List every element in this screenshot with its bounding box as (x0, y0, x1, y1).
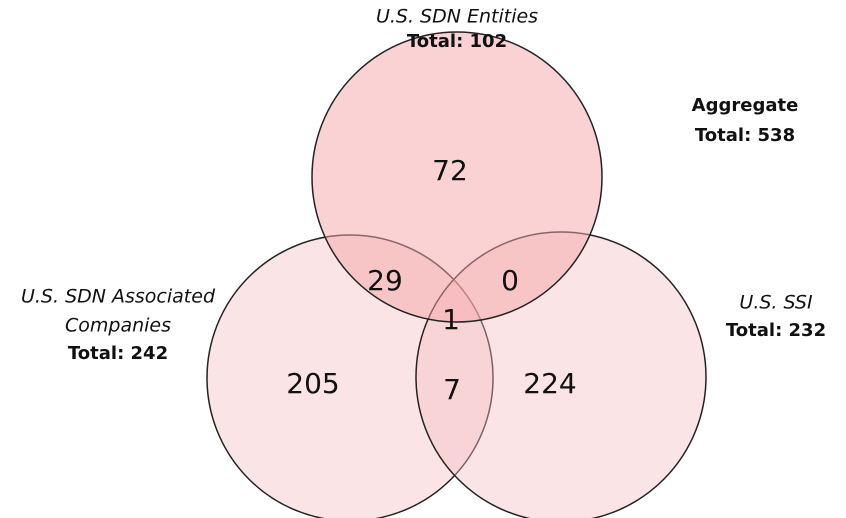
region-count: 1 (442, 303, 460, 336)
region-count: 205 (286, 367, 339, 400)
region-count: 224 (523, 367, 576, 400)
set-label: U.S. SDN Entities (376, 6, 538, 28)
region-count: 7 (443, 373, 461, 406)
set-total: Total: 242 (68, 343, 168, 364)
circle-entities (311, 31, 603, 323)
region-count: 29 (367, 264, 403, 297)
set-total: Total: 232 (726, 320, 826, 341)
region-count: 0 (501, 264, 519, 297)
region-count: 72 (432, 154, 468, 187)
aggregate-total: Total: 538 (695, 125, 795, 146)
aggregate-title: Aggregate (692, 95, 799, 116)
set-label: U.S. SDN Associated (21, 286, 216, 308)
set-total: Total: 102 (407, 31, 507, 52)
set-label: Companies (65, 315, 171, 337)
set-label: U.S. SSI (739, 292, 813, 314)
